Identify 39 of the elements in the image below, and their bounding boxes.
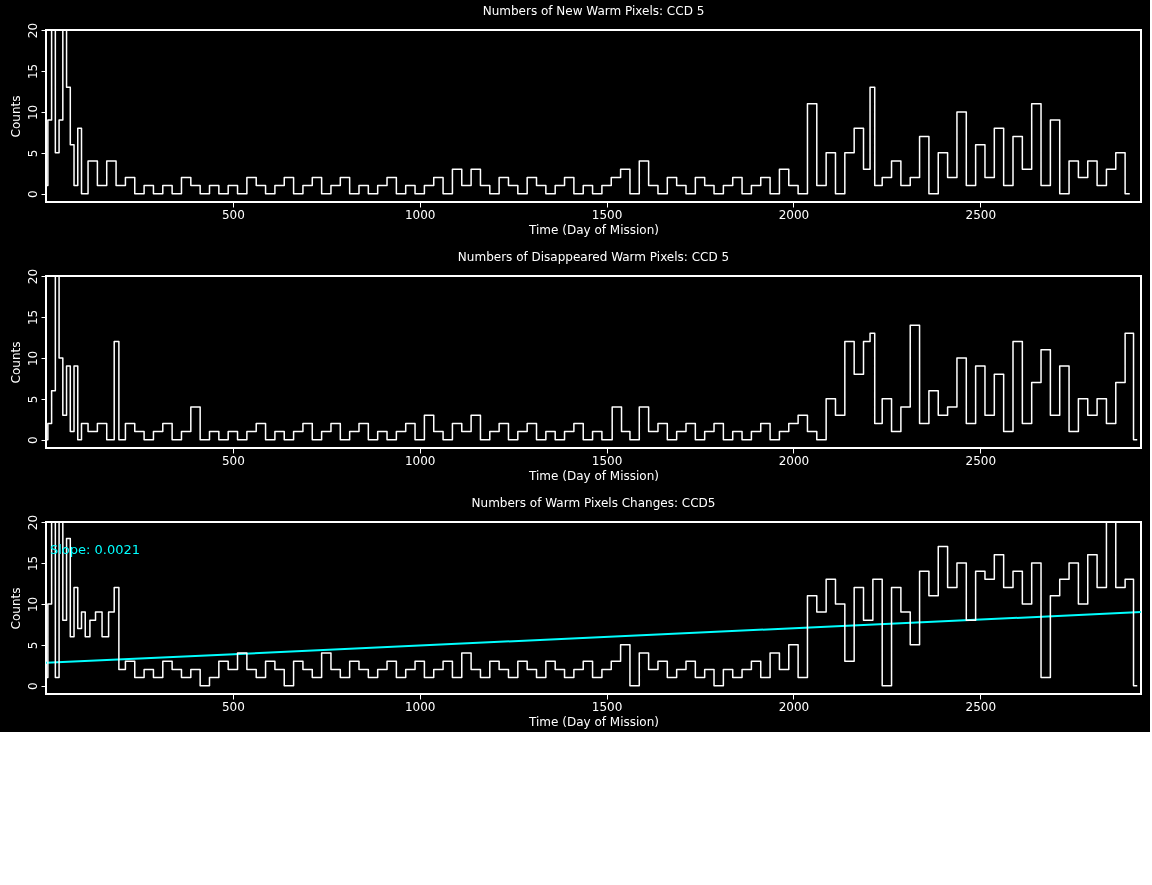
y-tick-label: 20 <box>25 268 40 285</box>
x-axis-title: Time (Day of Mission) <box>528 468 659 483</box>
x-tick-label: 1000 <box>404 207 436 222</box>
y-axis-title: Counts <box>8 587 23 630</box>
y-tick-label: 5 <box>25 149 40 158</box>
y-tick-label: 15 <box>25 63 40 80</box>
x-tick-label: 2000 <box>778 453 810 468</box>
y-tick-label: 10 <box>25 350 40 367</box>
x-tick-label: 1000 <box>404 699 436 714</box>
x-tick-label: 1500 <box>591 699 623 714</box>
chart-title: Numbers of Warm Pixels Changes: CCD5 <box>471 496 716 511</box>
y-tick-label: 10 <box>25 596 40 613</box>
x-tick-label: 1000 <box>404 453 436 468</box>
y-tick-label: 15 <box>25 309 40 326</box>
y-tick-label: 20 <box>25 514 40 531</box>
x-tick-label: 2000 <box>778 207 810 222</box>
x-tick-label: 1500 <box>591 453 623 468</box>
x-tick-label: 2000 <box>778 699 810 714</box>
y-tick-label: 0 <box>25 436 40 445</box>
y-axis-title: Counts <box>8 95 23 138</box>
y-tick-label: 5 <box>25 641 40 650</box>
y-tick-label: 20 <box>25 22 40 39</box>
y-tick-label: 10 <box>25 104 40 121</box>
x-tick-label: 1500 <box>591 207 623 222</box>
x-tick-label: 2500 <box>965 207 997 222</box>
x-tick-label: 500 <box>221 699 245 714</box>
x-tick-label: 500 <box>221 207 245 222</box>
y-tick-label: 0 <box>25 682 40 691</box>
chart-title: Numbers of Disappeared Warm Pixels: CCD 5 <box>457 250 730 265</box>
x-tick-label: 2500 <box>965 453 997 468</box>
y-tick-label: 0 <box>25 190 40 199</box>
y-axis-title: Counts <box>8 341 23 384</box>
chart-title: Numbers of New Warm Pixels: CCD 5 <box>482 4 705 19</box>
y-tick-label: 5 <box>25 395 40 404</box>
y-tick-label: 15 <box>25 555 40 572</box>
x-tick-label: 2500 <box>965 699 997 714</box>
x-tick-label: 500 <box>221 453 245 468</box>
x-axis-title: Time (Day of Mission) <box>528 222 659 237</box>
x-axis-title: Time (Day of Mission) <box>528 714 659 729</box>
